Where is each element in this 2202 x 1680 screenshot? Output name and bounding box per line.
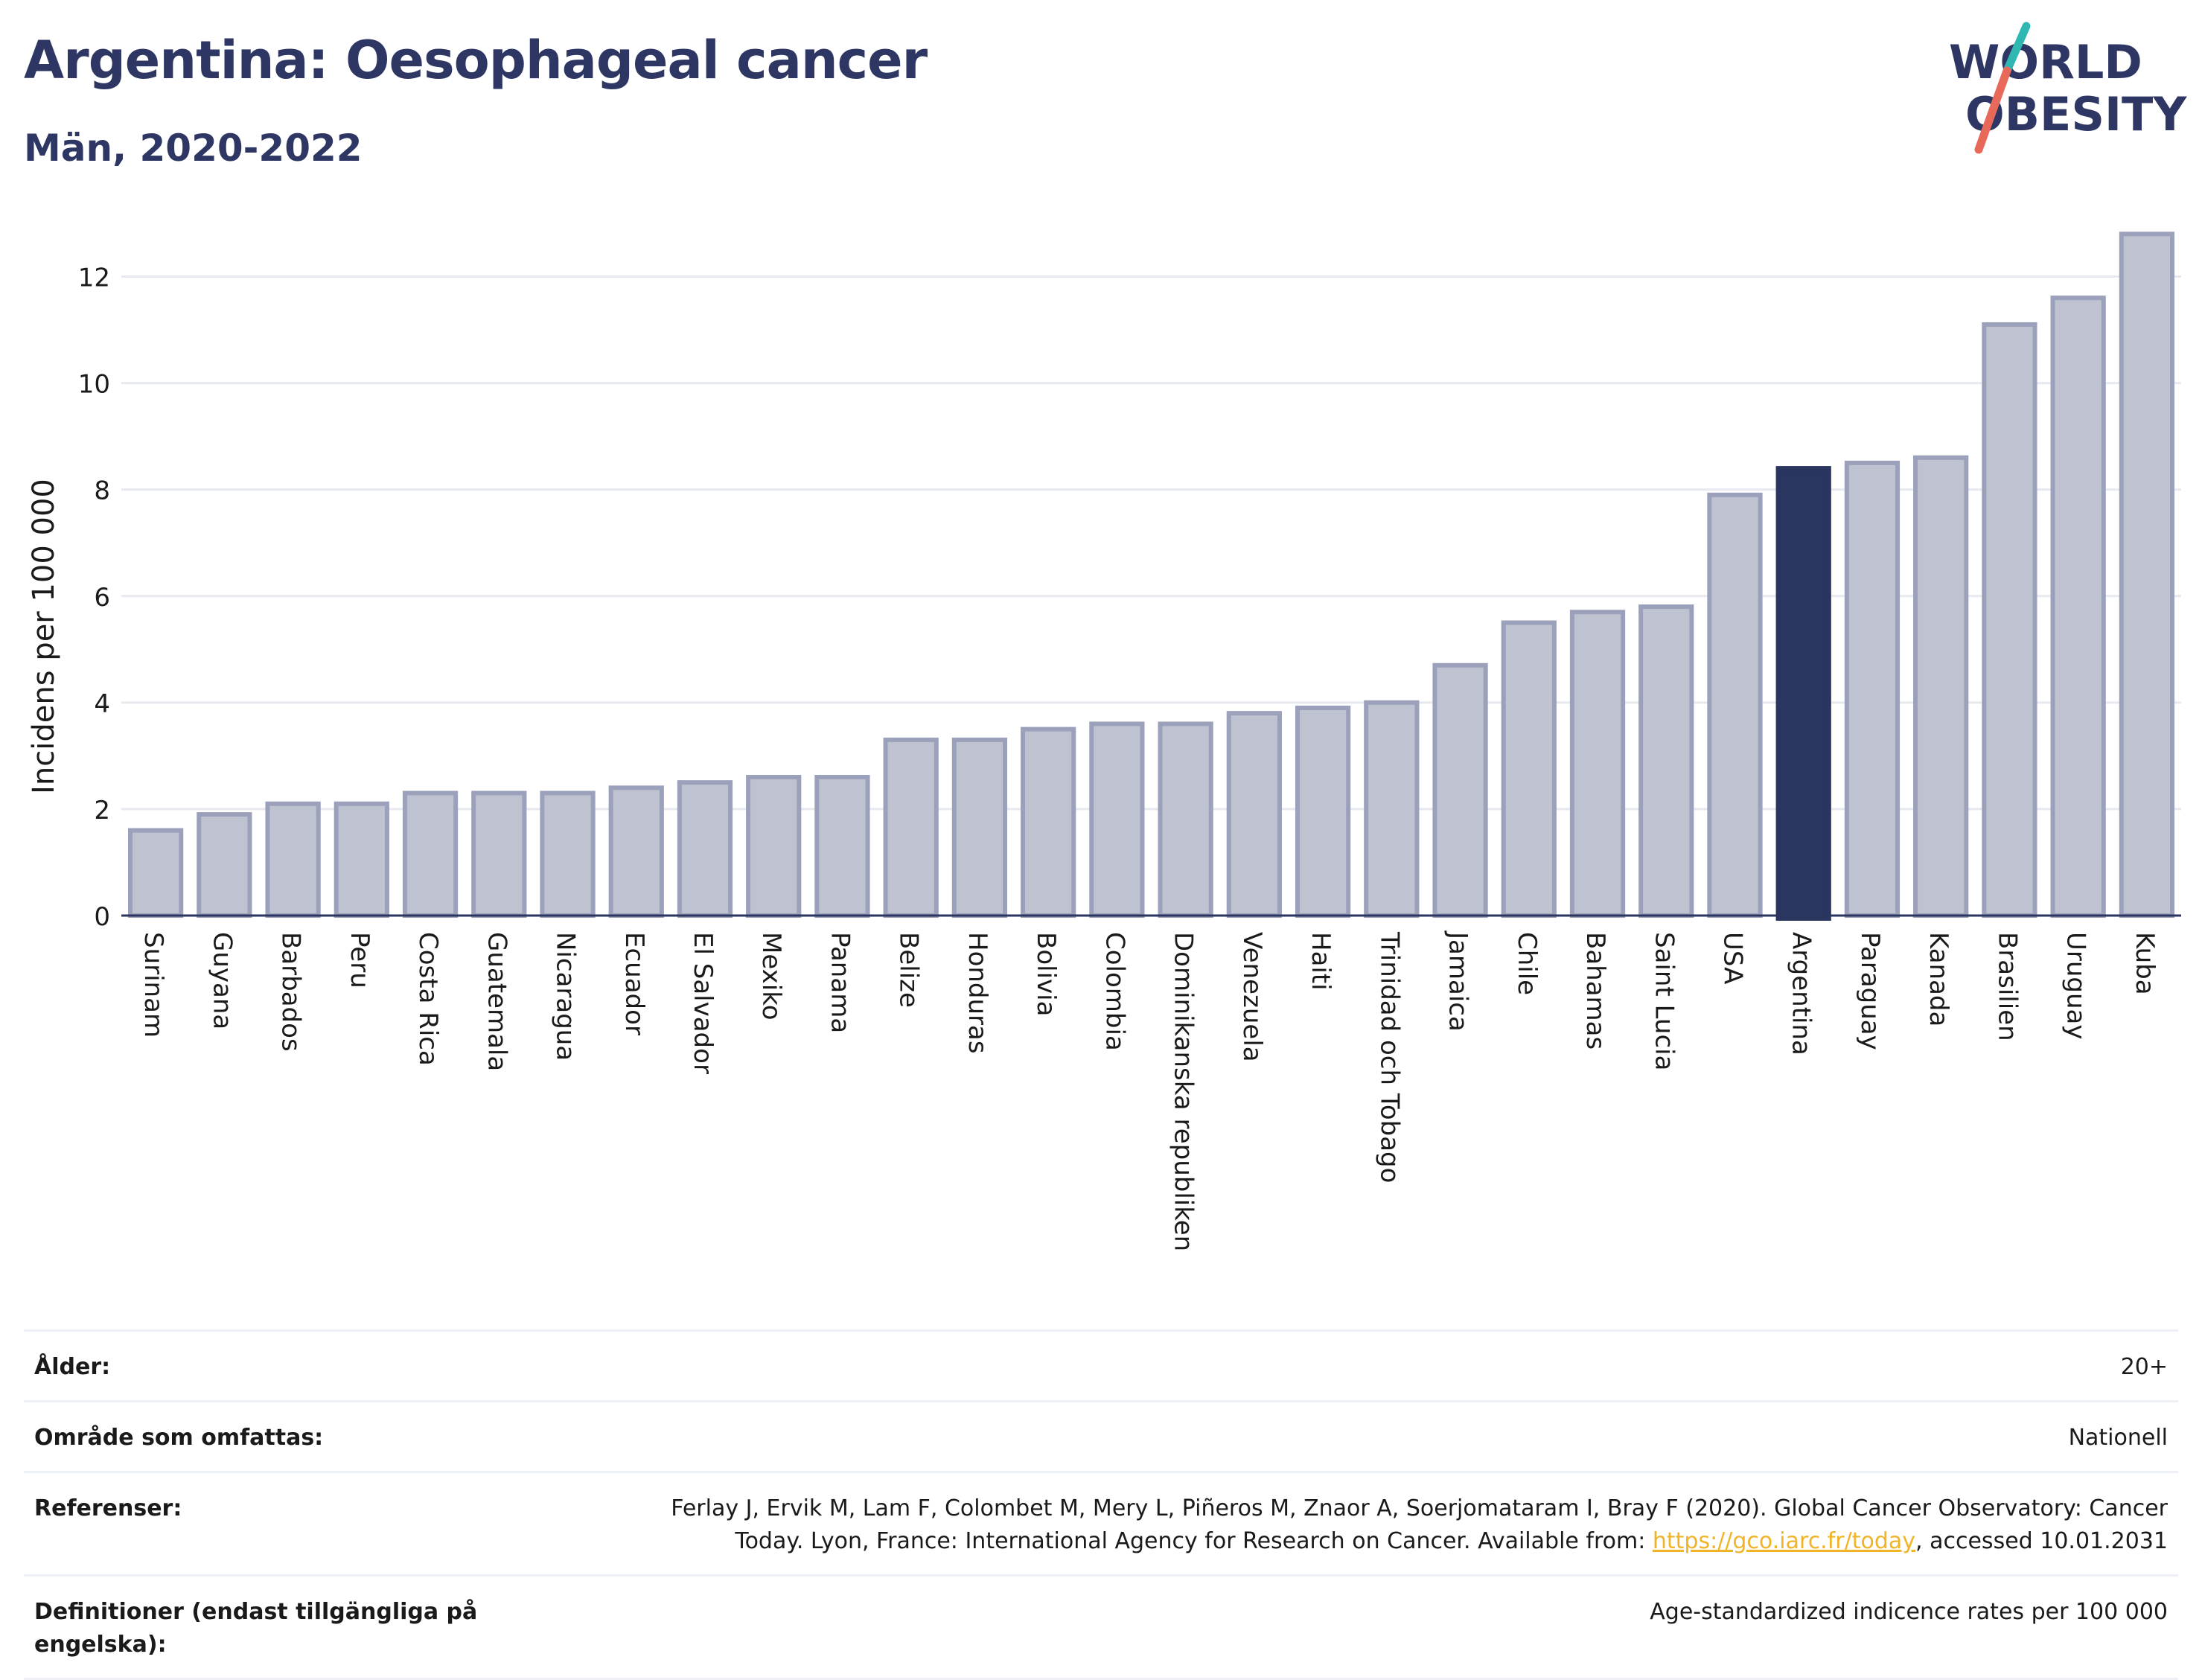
info-table: Ålder: 20+ Område som omfattas: Nationel…	[24, 1329, 2178, 1680]
x-tick-label: Costa Rica	[413, 932, 443, 1066]
bar-uruguay	[2050, 296, 2106, 918]
bar-colombia	[1089, 721, 1145, 918]
x-tick-label: Peru	[345, 932, 374, 988]
area-label: Område som omfattas:	[24, 1400, 521, 1472]
info-row-references: Referenser: Ferlay J, Ervik M, Lam F, Co…	[24, 1471, 2178, 1576]
page-subtitle: Män, 2020-2022	[24, 127, 363, 170]
x-tick-label: Trinidad och Tobago	[1374, 931, 1404, 1183]
x-tick-label: Bolivia	[1031, 932, 1061, 1016]
y-axis-label: Incidens per 100 000	[27, 479, 61, 794]
bar-paraguay	[1844, 460, 1901, 918]
bar-kanada	[1913, 455, 1969, 918]
x-tick-label: Brasilien	[1992, 932, 2022, 1041]
references-value: Ferlay J, Ervik M, Lam F, Colombet M, Me…	[521, 1471, 2178, 1576]
x-tick-label: El Salvador	[688, 932, 718, 1074]
x-tick-label: Chile	[1512, 932, 1542, 995]
x-tick-label: Haiti	[1306, 932, 1335, 991]
bar-honduras	[951, 737, 1008, 919]
bar-bahamas	[1569, 610, 1626, 918]
y-tick-label: 6	[94, 583, 110, 613]
bar-mexiko	[746, 775, 802, 918]
x-tick-label: Belize	[894, 932, 924, 1008]
bar-usa	[1707, 492, 1763, 918]
x-tick-label: Barbados	[276, 932, 306, 1052]
bar-belize	[883, 737, 939, 919]
bar-chart: 0 2 4 6 8 10 12 Incidens per 100 000 Surinam Guya…	[27, 231, 2181, 1251]
age-value: 20+	[521, 1329, 2178, 1402]
x-tick-label: Honduras	[963, 932, 992, 1054]
y-tick-label: 10	[78, 370, 110, 400]
bar-haiti	[1295, 706, 1351, 918]
x-tick-label: Ecuador	[619, 932, 649, 1035]
logo-slash-bottom	[1974, 66, 2011, 154]
x-tick-label: Panama	[825, 932, 855, 1033]
bar-panama	[814, 775, 870, 918]
x-tick-label: USA	[1717, 932, 1747, 984]
page-title: Argentina: Oesophageal cancer	[24, 30, 928, 91]
logo-slash-top	[2002, 22, 2031, 75]
y-tick-label: 8	[94, 476, 110, 506]
reference-link[interactable]: https://gco.iarc.fr/today	[1652, 1528, 1916, 1554]
bar-surinam	[127, 828, 184, 918]
references-label: Referenser:	[24, 1471, 521, 1576]
area-value: Nationell	[521, 1400, 2178, 1472]
y-tick-label: 4	[94, 689, 110, 719]
bar-jamaica	[1432, 662, 1488, 918]
x-tick-label: Saint Lucia	[1649, 932, 1679, 1070]
definitions-value: Age-standardized indicence rates per 100…	[521, 1574, 2178, 1680]
bar-guyana	[197, 812, 252, 918]
x-tick-label: Uruguay	[2061, 932, 2091, 1040]
bar-guatemala	[471, 791, 527, 919]
x-tick-label: Guyana	[207, 932, 237, 1029]
logo-word-1: WORLD	[1949, 35, 2142, 89]
bar-bolivia	[1021, 726, 1076, 918]
bar-brasilien	[1982, 322, 2037, 918]
world-obesity-logo: WORLD OBESITY	[1949, 22, 2187, 154]
bar-peru	[334, 801, 389, 919]
info-row-area: Område som omfattas: Nationell	[24, 1400, 2178, 1472]
bar-dominikanska-republiken	[1158, 721, 1213, 918]
x-tick-label: Kanada	[1924, 932, 1953, 1026]
x-tick-label: Kuba	[2130, 932, 2160, 995]
info-row-age: Ålder: 20+	[24, 1329, 2178, 1402]
x-tick-label: Jamaica	[1443, 930, 1473, 1032]
x-tick-label: Surinam	[138, 932, 168, 1038]
y-tick-label: 12	[78, 264, 110, 293]
x-tick-label: Paraguay	[1855, 932, 1885, 1050]
bar-kuba	[2119, 231, 2175, 918]
x-tick-label: Argentina	[1787, 932, 1816, 1055]
bar-trinidad-och-tobago	[1364, 700, 1420, 918]
logo-word-2: OBESITY	[1965, 87, 2187, 141]
reference-text-2: Today. Lyon, France: International Agenc…	[735, 1528, 1653, 1554]
x-tick-label: Nicaragua	[551, 932, 581, 1061]
age-label: Ålder:	[24, 1329, 521, 1402]
x-tick-label: Venezuela	[1237, 932, 1267, 1062]
x-tick-label: Guatemala	[482, 932, 511, 1071]
bar-costa-rica	[402, 791, 459, 919]
definitions-label: Definitioner (endast tillgängliga på eng…	[24, 1574, 521, 1680]
y-tick-label: 0	[94, 902, 110, 932]
bar-ecuador	[608, 785, 664, 919]
reference-text-3: , accessed 10.01.2031	[1915, 1528, 2168, 1554]
x-tick-label: Colombia	[1100, 932, 1129, 1051]
bar-venezuela	[1226, 711, 1282, 919]
bar-nicaragua	[540, 791, 596, 919]
bar-chile	[1501, 620, 1557, 918]
reference-text-1: Ferlay J, Ervik M, Lam F, Colombet M, Me…	[671, 1495, 2168, 1521]
bar-barbados	[265, 801, 321, 919]
x-tick-label: Mexiko	[756, 932, 786, 1021]
info-row-definitions: Definitioner (endast tillgängliga på eng…	[24, 1574, 2178, 1680]
bar-argentina	[1775, 466, 1831, 921]
x-tick-label: Bahamas	[1580, 932, 1610, 1050]
bar-saint-lucia	[1638, 604, 1694, 918]
bar-el-salvador	[677, 780, 733, 918]
x-tick-label: Dominikanska republiken	[1169, 932, 1199, 1251]
y-tick-label: 2	[94, 796, 110, 825]
